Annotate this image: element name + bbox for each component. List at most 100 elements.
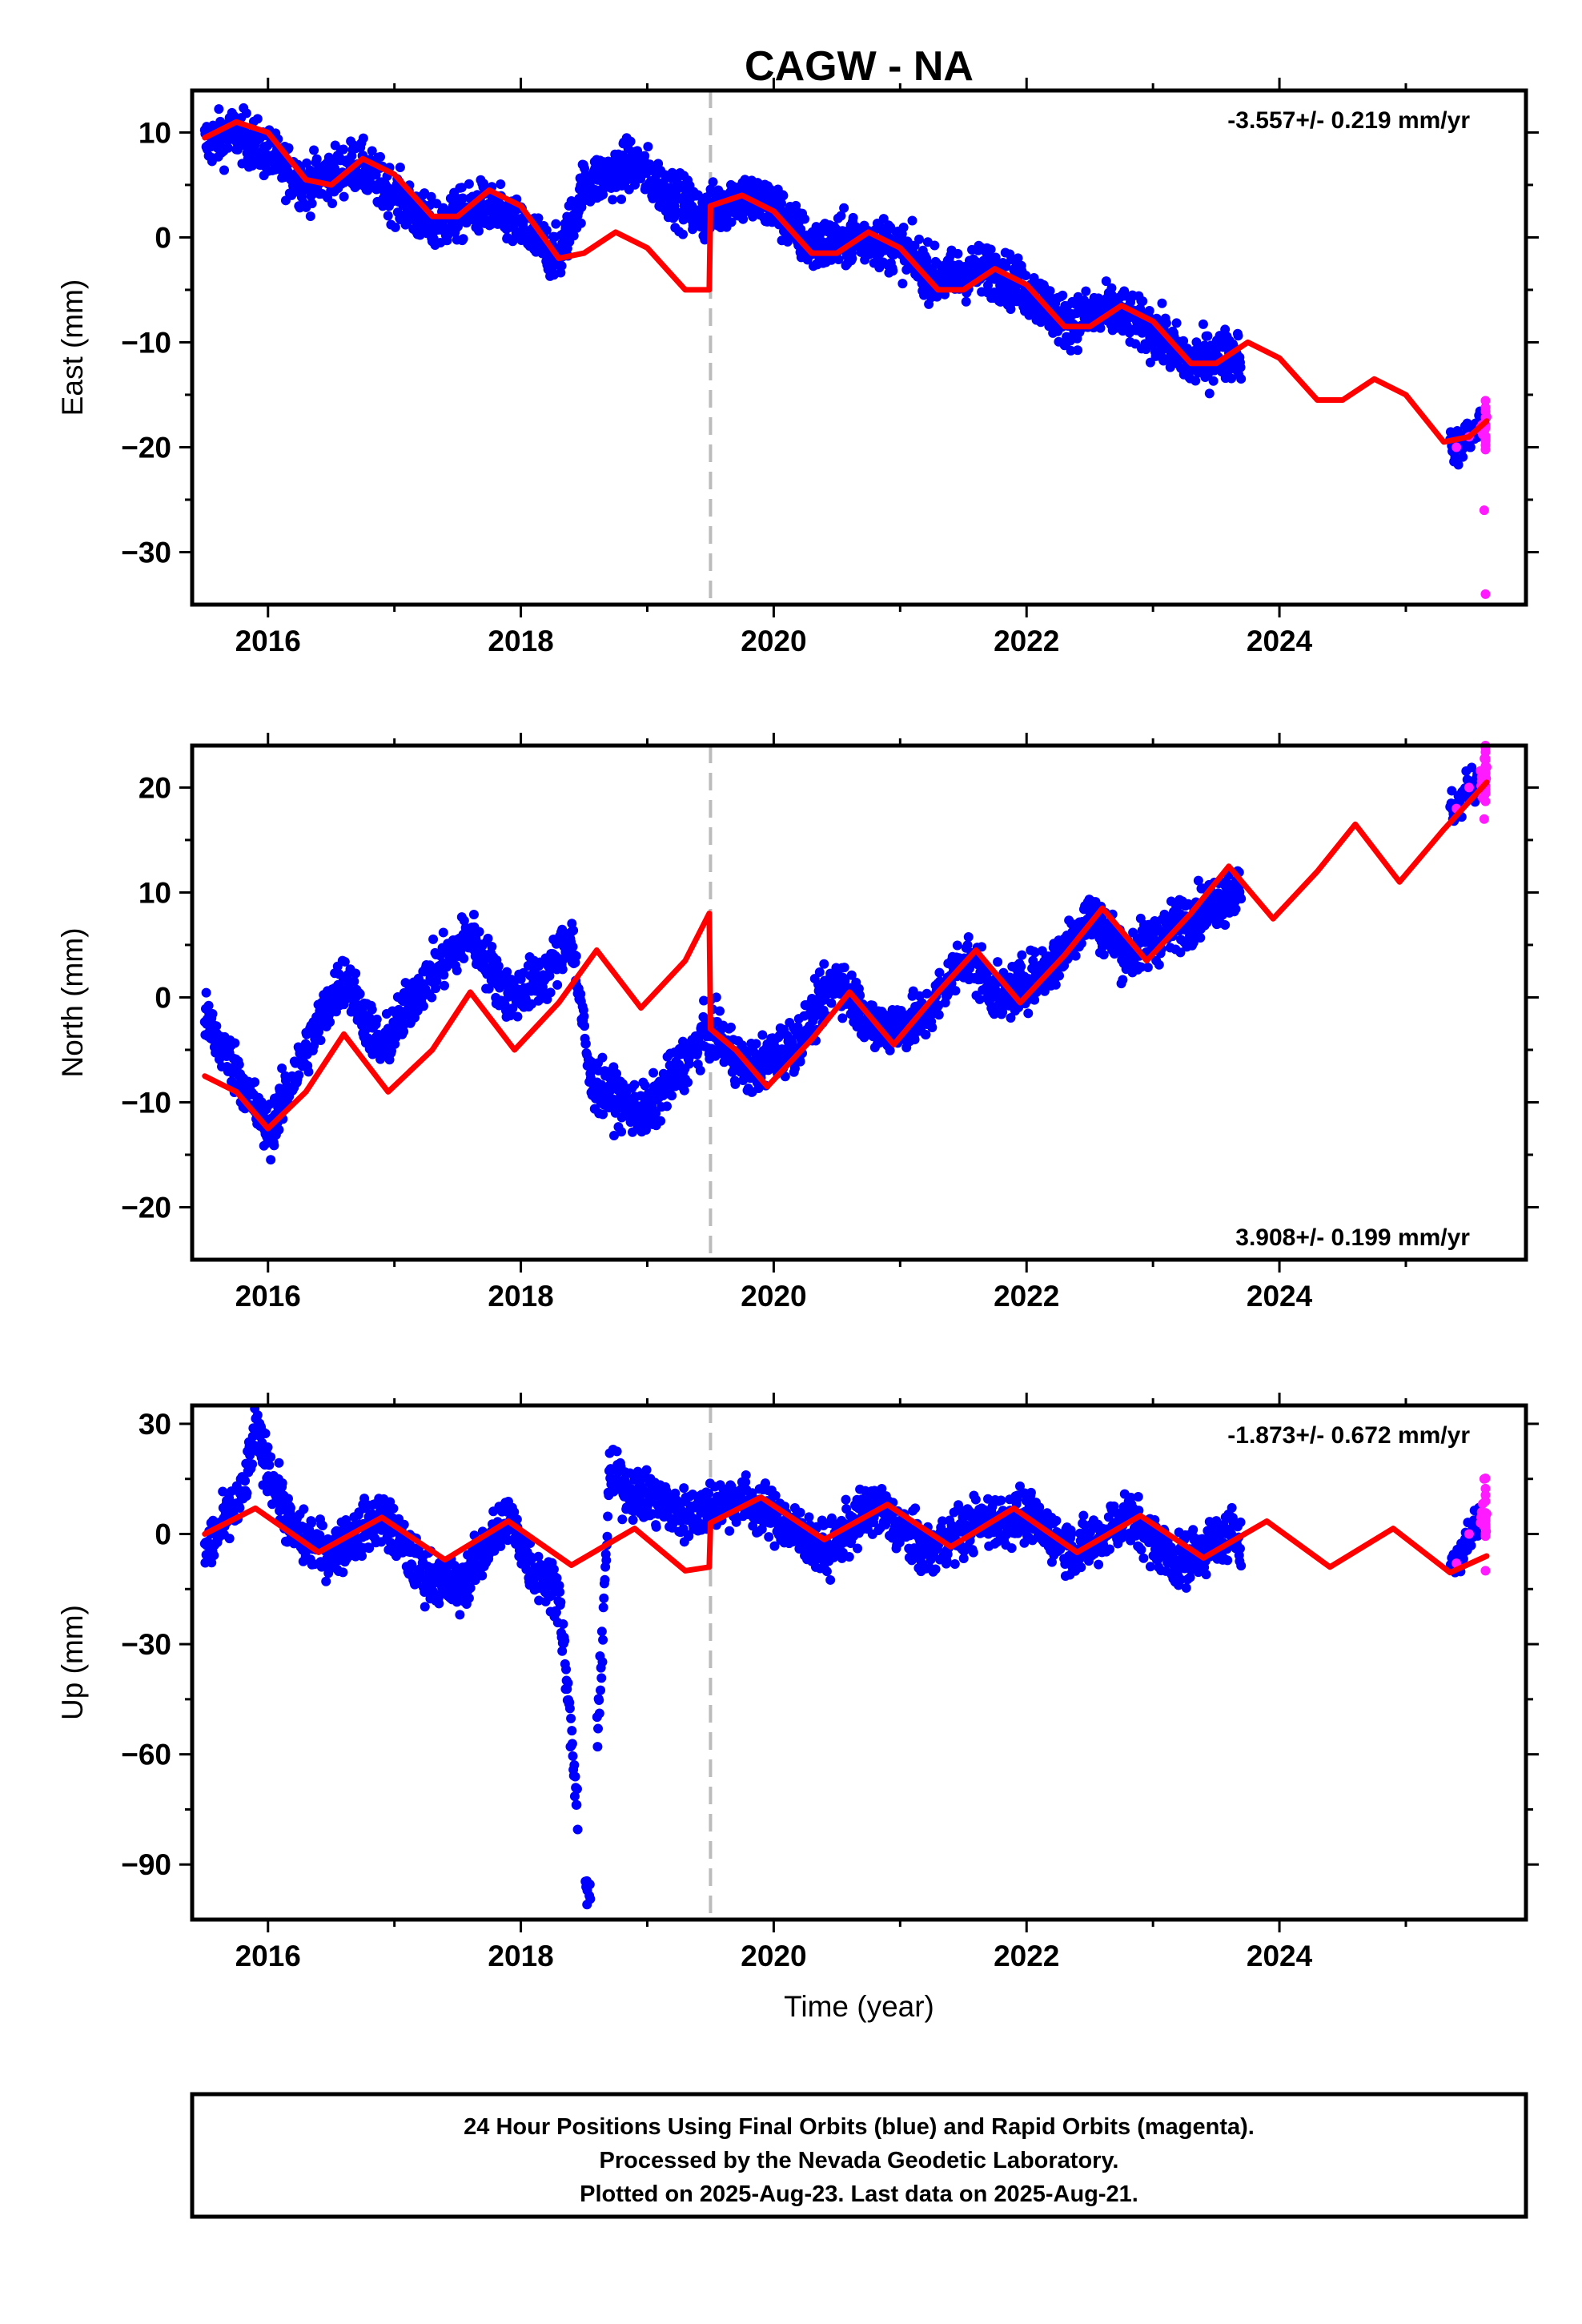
north-final-point <box>303 1067 314 1077</box>
north-final-point <box>1236 894 1247 904</box>
east-final-point <box>1227 373 1237 384</box>
east-final-point <box>990 252 1001 263</box>
east-final-point <box>961 296 971 307</box>
east-final-point <box>1095 323 1106 333</box>
north-final-point <box>950 986 961 996</box>
up-x-tick-label: 2020 <box>741 1940 806 1972</box>
north-final-point <box>667 1091 677 1101</box>
north-final-point <box>1030 995 1040 1005</box>
north-final-point <box>1142 962 1153 972</box>
east-final-point <box>458 193 468 203</box>
east-final-point <box>1203 331 1213 341</box>
north-final-point <box>1220 919 1231 930</box>
north-final-point <box>230 1038 240 1048</box>
east-final-point <box>776 198 786 208</box>
north-final-point <box>795 1056 805 1067</box>
north-final-point <box>963 932 974 943</box>
east-final-point <box>309 145 319 155</box>
up-final-point <box>207 1558 217 1568</box>
north-final-point <box>684 1059 694 1069</box>
north-rapid-point <box>1480 796 1491 806</box>
east-final-point <box>708 177 718 187</box>
east-final-point <box>252 114 263 124</box>
north-final-point <box>459 953 469 963</box>
north-final-point <box>399 1027 409 1037</box>
east-final-point <box>1101 276 1111 287</box>
east-final-point <box>1138 296 1148 307</box>
east-final-point <box>898 223 909 233</box>
north-final-point <box>1006 1012 1016 1023</box>
north-final-point <box>439 970 449 980</box>
east-final-point <box>907 215 917 226</box>
up-final-point <box>263 1442 273 1453</box>
east-final-point <box>953 248 963 259</box>
north-final-point <box>826 998 837 1008</box>
north-x-tick-label: 2020 <box>741 1280 806 1313</box>
east-frame <box>190 88 1528 607</box>
east-final-point <box>738 214 749 224</box>
north-final-point <box>952 940 962 951</box>
north-final-point <box>819 959 829 969</box>
up-y-tick-label: −60 <box>121 1739 171 1771</box>
east-final-point <box>1236 374 1247 384</box>
north-rapid-point <box>1479 814 1489 824</box>
north-x-tick-label: 2016 <box>235 1280 301 1313</box>
north-final-point <box>699 995 709 1006</box>
north-final-point <box>250 1077 260 1088</box>
north-x-tick-label: 2018 <box>488 1280 553 1313</box>
up-final-point <box>224 1534 235 1544</box>
north-x-tick-label: 2022 <box>994 1280 1059 1313</box>
north-final-point <box>1028 955 1038 966</box>
east-final-point <box>390 222 400 232</box>
north-final-point <box>349 976 359 987</box>
east-y-tick-label: 0 <box>155 221 171 254</box>
north-final-point <box>612 1068 622 1079</box>
east-final-point <box>1171 318 1182 328</box>
east-final-point <box>339 144 349 155</box>
north-final-point <box>651 1108 661 1119</box>
north-final-point <box>487 942 497 952</box>
east-final-point <box>700 235 710 245</box>
up-y-tick-label: 0 <box>155 1518 171 1551</box>
east-final-point <box>1073 345 1083 356</box>
north-rapid-point <box>1480 755 1491 766</box>
north-final-point <box>580 1039 591 1049</box>
east-final-point <box>464 179 474 189</box>
east-rapid-point <box>1458 452 1468 462</box>
north-final-point <box>757 1030 768 1040</box>
north-final-point <box>339 956 350 967</box>
north-final-point <box>629 1080 640 1090</box>
east-final-point <box>1058 290 1068 300</box>
north-final-point <box>1154 959 1164 970</box>
north-final-point <box>1016 961 1026 971</box>
up-final-point <box>252 1409 263 1420</box>
north-final-point <box>982 974 993 984</box>
north-y-tick-label: 20 <box>139 771 171 804</box>
up-final-point <box>317 1520 327 1530</box>
east-final-point <box>375 151 386 162</box>
east-final-point <box>1001 261 1011 271</box>
east-final-point <box>383 211 393 221</box>
east-final-point <box>339 191 349 202</box>
north-final-point <box>325 1017 335 1027</box>
east-axis-label: East (mm) <box>56 279 89 416</box>
east-final-point <box>811 222 821 232</box>
east-final-point <box>897 279 908 289</box>
north-final-point <box>266 1155 276 1165</box>
north-final-point <box>211 1021 222 1031</box>
east-final-point <box>800 214 810 224</box>
east-final-point <box>1235 362 1246 372</box>
east-final-point <box>643 142 653 152</box>
north-final-point <box>609 1130 620 1140</box>
east-rate-label: -3.557+/- 0.219 mm/yr <box>1227 107 1470 134</box>
up-final-point <box>315 1530 325 1541</box>
east-x-tick-label: 2022 <box>994 625 1059 657</box>
east-y-tick-label: −30 <box>121 536 171 569</box>
north-final-point <box>805 1024 815 1035</box>
east-final-point <box>665 182 676 192</box>
up-final-point <box>235 1503 245 1514</box>
east-final-point <box>458 234 468 244</box>
north-final-point <box>616 1127 627 1137</box>
up-final-point <box>283 1494 293 1504</box>
